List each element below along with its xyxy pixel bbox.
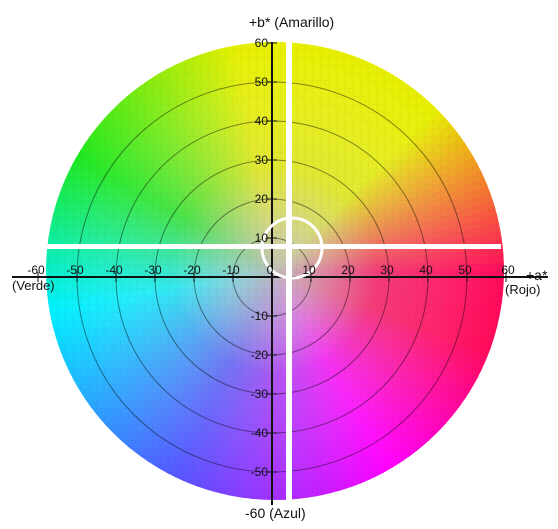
b-tick-label: 40 <box>255 114 269 128</box>
a-tick-label: 40 <box>419 263 433 277</box>
white-vertical-bar <box>286 32 292 502</box>
b-axis-labels: 60 50 40 30 20 10 -10 -20 -30 -40 -50 <box>251 36 269 479</box>
b-tick-label: -50 <box>251 465 269 479</box>
a-tick-label: -20 <box>183 263 201 277</box>
a-tick-label: 0 <box>267 263 274 277</box>
a-axis-title: +a* <box>526 267 548 283</box>
b-tick-label: 60 <box>255 36 269 50</box>
a-tick-label: -30 <box>144 263 162 277</box>
a-tick-label: -50 <box>66 263 84 277</box>
verde-label: (Verde) <box>12 278 55 293</box>
white-horizontal-bar <box>38 244 501 249</box>
a-tick-label: 20 <box>341 263 355 277</box>
b-tick-label: -30 <box>251 387 269 401</box>
b-tick-label: 10 <box>255 231 269 245</box>
b-tick-label: -10 <box>251 309 269 323</box>
axis-ticks <box>37 42 507 473</box>
a-tick-label: -60 <box>27 263 45 277</box>
a-tick-label: -40 <box>105 263 123 277</box>
b-tick-label: 20 <box>255 192 269 206</box>
b-tick-label: 30 <box>255 153 269 167</box>
white-center-circle <box>260 216 324 280</box>
b-tick-label: 50 <box>255 75 269 89</box>
a-tick-label: 60 <box>501 263 515 277</box>
a-tick-label: 10 <box>302 263 316 277</box>
a-tick-label: 50 <box>458 263 472 277</box>
b-axis-bottom-title: -60 (Azul) <box>245 505 306 521</box>
a-tick-label: 30 <box>380 263 394 277</box>
a-axis-labels: -60 -50 -40 -30 -20 -10 0 10 20 30 40 50 60 <box>27 263 515 277</box>
rojo-label: (Rojo) <box>505 282 540 297</box>
a-tick-label: -10 <box>222 263 240 277</box>
b-tick-label: -20 <box>251 348 269 362</box>
b-axis-top-title: +b* (Amarillo) <box>249 14 334 30</box>
b-tick-label: -40 <box>251 426 269 440</box>
